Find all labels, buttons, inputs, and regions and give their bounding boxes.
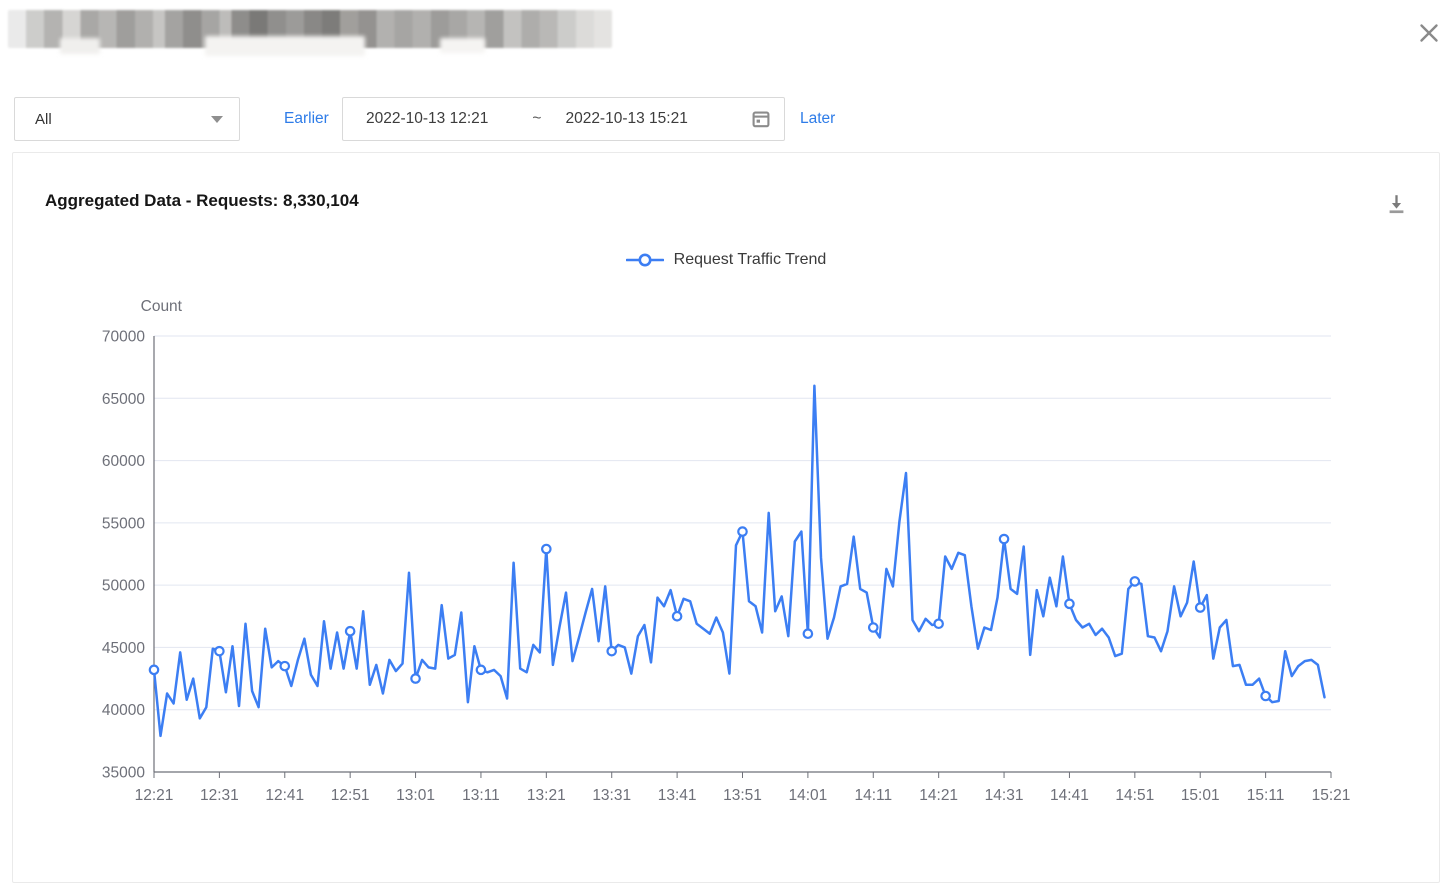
data-point-marker <box>671 610 683 622</box>
data-point-marker <box>1194 602 1206 613</box>
y-tick-label: 55000 <box>102 515 145 532</box>
data-point-marker <box>1129 576 1141 587</box>
legend-line-marker-icon <box>625 253 664 267</box>
data-point-marker <box>998 533 1010 545</box>
data-point-marker <box>1260 690 1271 702</box>
calendar-button[interactable] <box>751 109 771 129</box>
data-point-marker <box>933 618 944 630</box>
x-tick-label: 15:21 <box>1312 787 1351 804</box>
x-tick-label: 15:01 <box>1181 787 1220 804</box>
calendar-icon <box>752 111 770 128</box>
data-point-marker <box>802 628 814 640</box>
x-tick-label: 13:21 <box>527 787 566 804</box>
data-point-marker <box>867 622 879 633</box>
later-link[interactable]: Later <box>800 110 836 127</box>
data-point-marker <box>344 625 356 637</box>
close-icon <box>1420 24 1438 42</box>
x-tick-label: 13:01 <box>396 787 435 804</box>
x-tick-label: 12:31 <box>200 787 239 804</box>
y-tick-label: 45000 <box>102 640 145 657</box>
x-tick-label: 14:01 <box>788 787 827 804</box>
data-point-marker <box>279 660 291 672</box>
close-button[interactable] <box>1414 18 1444 48</box>
scope-select-value: All <box>35 110 52 128</box>
y-tick-label: 70000 <box>102 329 145 346</box>
series-line <box>152 384 1326 738</box>
x-tick-label: 15:11 <box>1247 787 1285 804</box>
data-point-marker <box>214 645 225 657</box>
x-tick-label: 13:41 <box>658 787 697 804</box>
date-range-start: 2022-10-13 12:21 <box>366 110 489 127</box>
date-range-end: 2022-10-13 15:21 <box>565 110 688 127</box>
x-tick-label: 13:11 <box>462 787 500 804</box>
legend-label: Request Traffic Trend <box>673 251 827 268</box>
data-point-marker <box>541 543 552 555</box>
aggregated-data-card: Aggregated Data - Requests: 8,330,104 Re… <box>12 152 1440 883</box>
x-tick-label: 13:31 <box>592 787 631 804</box>
y-tick-label: 60000 <box>102 453 145 470</box>
data-point-marker <box>410 673 421 684</box>
x-tick-label: 12:51 <box>331 787 370 804</box>
data-point-marker <box>737 526 748 537</box>
data-point-marker <box>148 664 160 676</box>
x-tick-label: 14:11 <box>854 787 892 804</box>
card-title: Aggregated Data - Requests: 8,330,104 <box>45 191 359 210</box>
title-smudge <box>440 38 485 53</box>
data-point-marker <box>475 664 487 676</box>
title-smudge <box>60 38 100 54</box>
x-tick-label: 14:41 <box>1050 787 1089 804</box>
data-point-marker <box>1064 598 1075 610</box>
download-button[interactable] <box>1384 191 1408 215</box>
title-smudge <box>205 36 365 56</box>
x-tick-label: 13:51 <box>723 787 762 804</box>
x-tick-label: 14:51 <box>1115 787 1154 804</box>
x-tick-label: 14:21 <box>919 787 958 804</box>
data-point-marker <box>606 645 618 657</box>
traffic-chart[interactable]: 35000 40000 45000 50000 55000 60000 65000 70000… <box>13 153 1439 882</box>
scope-select[interactable]: All <box>14 97 240 141</box>
y-axis-title: Count <box>141 298 183 315</box>
x-tick-label: 12:21 <box>135 787 174 804</box>
chevron-down-icon <box>211 115 223 123</box>
legend-item-request-traffic-trend[interactable]: Request Traffic Trend <box>13 251 1439 269</box>
y-tick-label: 65000 <box>102 391 145 408</box>
x-tick-label: 14:31 <box>985 787 1024 804</box>
y-tick-label: 50000 <box>102 578 145 595</box>
y-tick-label: 40000 <box>102 702 145 719</box>
x-tick-label: 12:41 <box>265 787 304 804</box>
earlier-link[interactable]: Earlier <box>284 110 329 127</box>
download-icon <box>1389 194 1403 213</box>
y-tick-label: 35000 <box>102 765 145 782</box>
date-range-picker[interactable]: 2022-10-13 12:21 ~ 2022-10-13 15:21 <box>342 97 785 141</box>
date-range-separator: ~ <box>532 110 542 127</box>
